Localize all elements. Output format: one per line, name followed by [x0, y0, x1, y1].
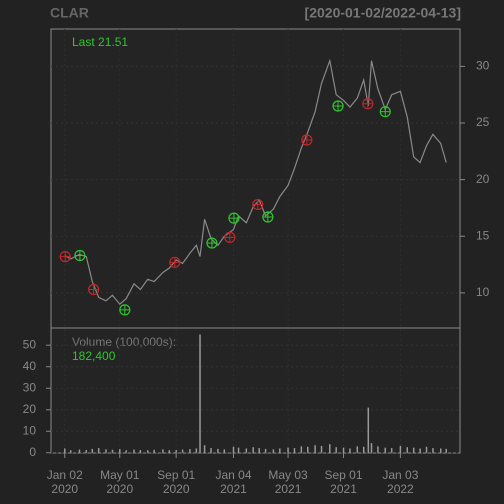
signal-marker	[228, 212, 240, 224]
x-tick-label: Sep 01	[157, 468, 195, 482]
x-tick-label: 2022	[387, 482, 414, 496]
signal-marker	[59, 251, 71, 263]
signal-marker	[362, 98, 374, 110]
signal-marker	[88, 283, 100, 296]
x-tick-label: May 03	[268, 468, 308, 482]
x-tick-label: 2020	[163, 482, 190, 496]
signal-marker	[262, 211, 274, 223]
y2-tick-label: 10	[23, 423, 37, 437]
y2-tick-label: 40	[23, 359, 37, 373]
signal-marker	[252, 198, 264, 211]
y2-tick-label: 50	[23, 337, 37, 351]
last-price: Last 21.51	[72, 35, 128, 49]
price-line	[64, 58, 447, 306]
x-tick-label: 2021	[275, 482, 302, 496]
y-tick-label: 25	[476, 115, 490, 129]
signal-marker	[206, 237, 218, 249]
x-tick-label: Sep 01	[325, 468, 363, 482]
x-tick-label: 2020	[106, 482, 133, 496]
x-tick-label: 2020	[51, 482, 78, 496]
y-tick-label: 30	[476, 59, 490, 73]
signal-marker	[224, 231, 236, 243]
signal-marker	[301, 134, 313, 146]
signal-marker	[332, 100, 344, 112]
x-tick-label: 2021	[220, 482, 247, 496]
y2-tick-label: 20	[23, 402, 37, 416]
y2-tick-label: 0	[29, 445, 36, 459]
x-tick-label: Jan 03	[382, 468, 418, 482]
signal-marker	[379, 106, 391, 118]
signal-marker	[169, 256, 181, 268]
x-tick-label: May 01	[100, 468, 140, 482]
x-tick-label: Jan 04	[215, 468, 251, 482]
volume-title: Volume (100,000s):	[72, 335, 176, 349]
y-tick-label: 15	[476, 228, 490, 242]
signal-marker	[74, 249, 86, 262]
x-tick-label: 2021	[330, 482, 357, 496]
x-tick-label: Jan 02	[47, 468, 83, 482]
date-range: [2020-01-02/2022-04-13]	[305, 5, 461, 21]
y-tick-label: 20	[476, 172, 490, 186]
price-panel	[50, 28, 461, 329]
y-tick-label: 10	[476, 285, 490, 299]
signal-marker	[119, 304, 131, 316]
volume-last: 182,400	[72, 349, 116, 363]
y2-tick-label: 30	[23, 380, 37, 394]
volume-panel	[50, 327, 461, 454]
chart-title: CLAR	[50, 5, 89, 21]
